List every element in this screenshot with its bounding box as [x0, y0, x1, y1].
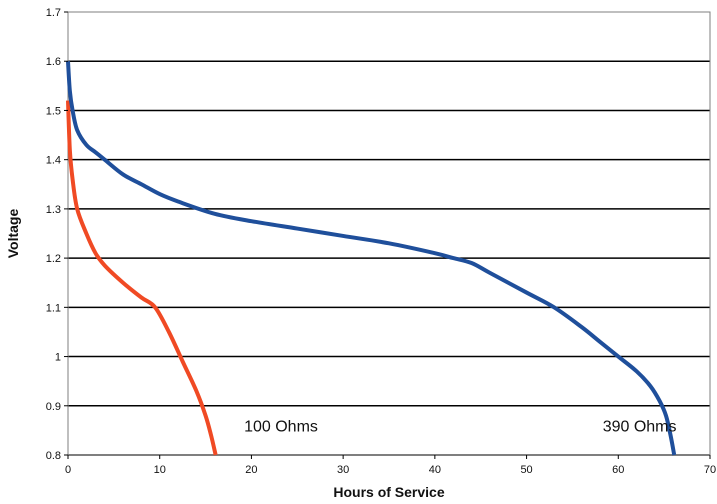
y-tick-label: 1.4 [46, 155, 61, 167]
y-tick-label: 1.7 [46, 7, 61, 19]
x-axis-title: Hours of Service [333, 484, 444, 500]
y-tick-label: 1.1 [46, 302, 61, 314]
label-layer: 100 Ohms 390 Ohms [244, 418, 676, 435]
y-tick-label: 1.2 [46, 253, 61, 265]
series-annotation-390-ohms: 390 Ohms [603, 418, 677, 435]
x-tick-label: 40 [429, 464, 441, 476]
y-tick-label: 0.8 [46, 450, 61, 462]
series-layer [66, 61, 677, 456]
x-tick-label: 30 [337, 464, 349, 476]
x-tick-label: 10 [154, 464, 166, 476]
x-tick-label: 20 [245, 464, 257, 476]
x-tick-label: 60 [612, 464, 624, 476]
tick-layer: 0.8 0.9 1 1.1 1.2 1.3 1.4 1.5 1.6 1.7 0 10 20 30 40 50 6… [46, 7, 716, 476]
series-line-100-ohms [66, 100, 218, 456]
x-tick-label: 50 [520, 464, 532, 476]
y-tick-label: 1.3 [46, 204, 61, 216]
y-tick-label: 1.5 [46, 105, 61, 117]
y-tick-label: 1 [55, 352, 61, 364]
series-line-390-ohms [66, 61, 677, 456]
y-tick-label: 0.9 [46, 401, 61, 413]
series-annotation-100-ohms: 100 Ohms [244, 418, 318, 435]
plot-frame [67, 11, 711, 456]
y-axis-title: Voltage [5, 209, 21, 259]
grid-layer [68, 60, 710, 456]
y-tick-label: 1.6 [46, 56, 61, 68]
x-tick-label: 0 [65, 464, 71, 476]
x-tick-label: 70 [704, 464, 716, 476]
